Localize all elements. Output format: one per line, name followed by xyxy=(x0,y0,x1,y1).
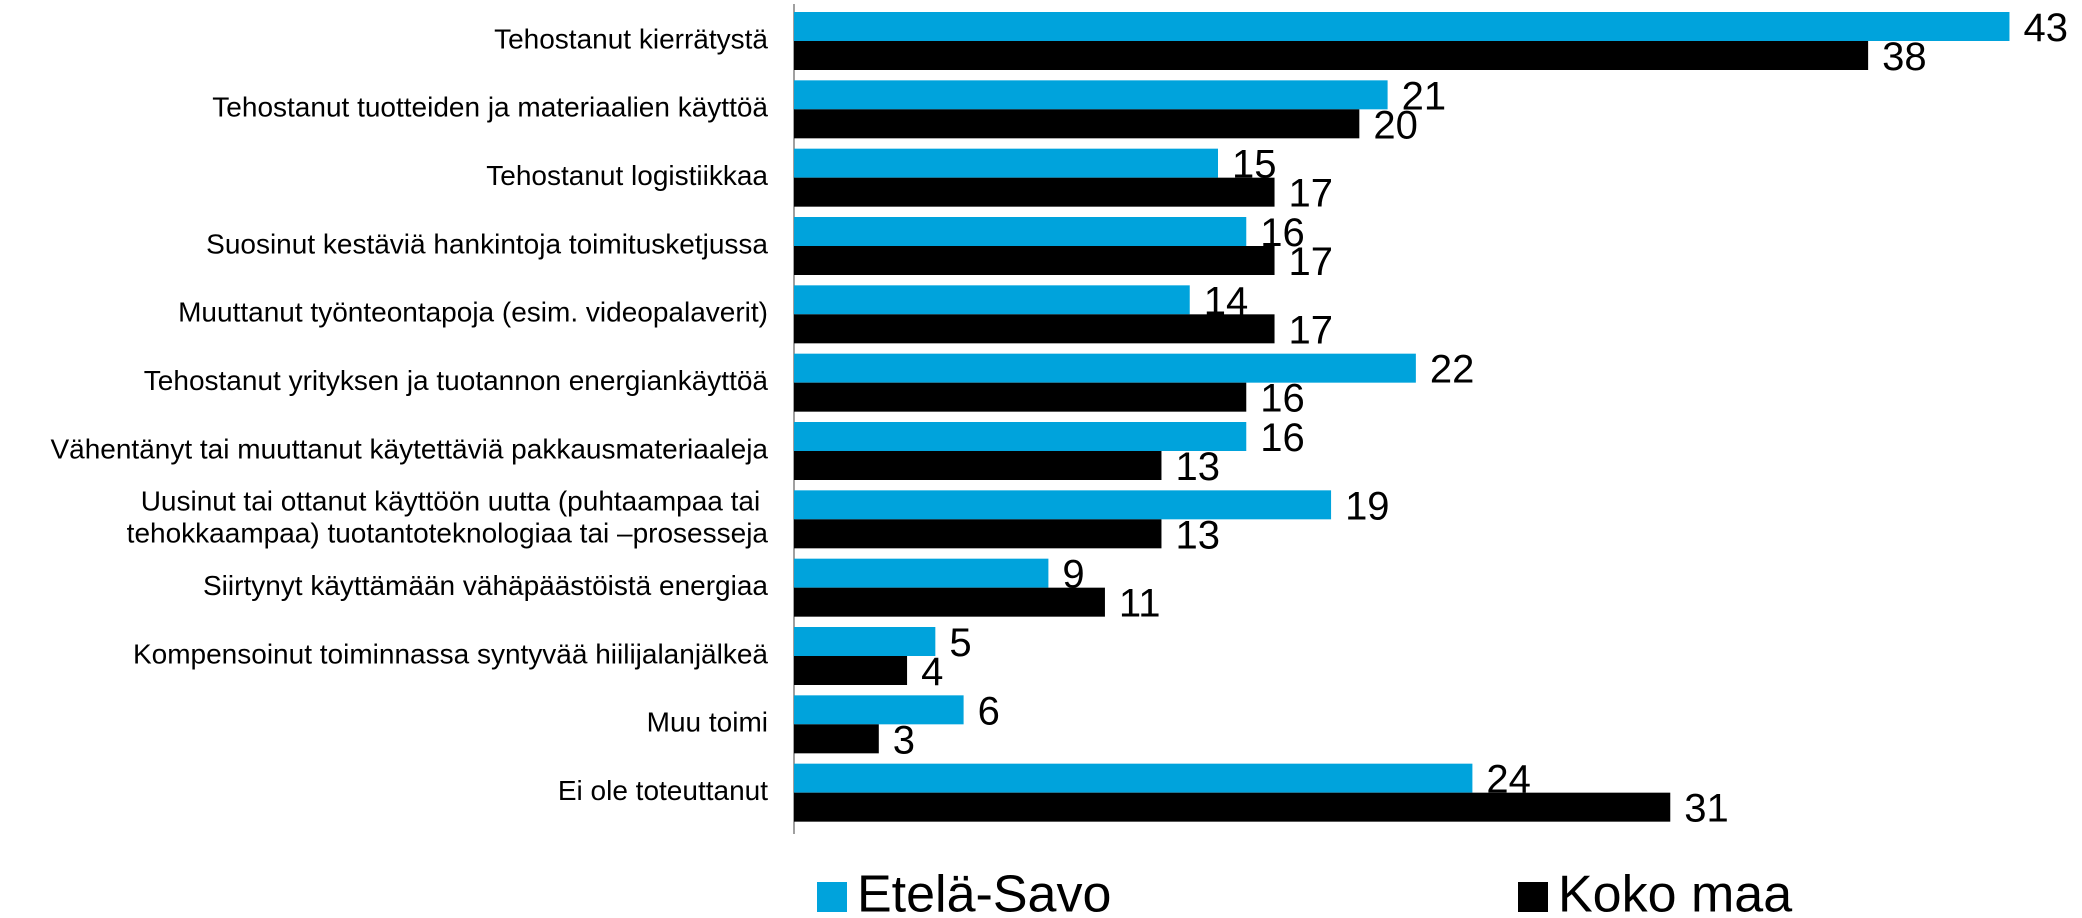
bar xyxy=(794,12,2010,41)
bar xyxy=(794,80,1388,110)
bar xyxy=(794,422,1247,451)
category-label: Tehostanut yrityksen ja tuotannon energi… xyxy=(144,365,769,396)
bar xyxy=(794,656,908,685)
bar xyxy=(794,763,1473,793)
value-label: 4 xyxy=(921,650,943,694)
bar xyxy=(794,246,1275,275)
category-label: Tehostanut tuotteiden ja materiaalien kä… xyxy=(212,92,768,123)
bar xyxy=(794,695,964,725)
bar xyxy=(794,519,1162,549)
category-label: Ei ole toteuttanut xyxy=(558,775,768,806)
bar xyxy=(794,792,1671,822)
value-label: 3 xyxy=(893,718,915,762)
value-label: 16 xyxy=(1260,377,1305,421)
value-label: 5 xyxy=(949,621,971,665)
legend-swatch xyxy=(1518,882,1548,912)
value-label: 6 xyxy=(978,689,1000,733)
category-label: Muu toimi xyxy=(647,707,768,738)
bar xyxy=(794,41,1869,70)
value-label: 11 xyxy=(1119,582,1161,626)
legend-swatch xyxy=(817,882,847,912)
category-label: Siirtynyt käyttämään vähäpäästöistä ener… xyxy=(203,570,768,601)
value-label: 13 xyxy=(1175,513,1220,557)
category-label: Suosinut kestäviä hankintoja toimitusket… xyxy=(206,228,768,259)
bar xyxy=(794,451,1162,480)
bar xyxy=(794,177,1275,207)
value-label: 20 xyxy=(1373,103,1418,147)
category-label: Tehostanut logistiikkaa xyxy=(486,160,768,191)
bar xyxy=(794,490,1332,520)
value-label: 38 xyxy=(1882,35,1927,79)
category-label: Kompensoinut toiminnassa syntyvää hiilij… xyxy=(133,638,768,669)
value-label: 21 xyxy=(1402,74,1447,118)
bar xyxy=(794,382,1247,412)
bar xyxy=(794,627,936,656)
value-label: 19 xyxy=(1345,484,1390,528)
value-label: 17 xyxy=(1289,172,1334,216)
bar xyxy=(794,724,879,754)
value-label: 43 xyxy=(2023,6,2068,50)
value-label: 22 xyxy=(1430,348,1475,392)
bar xyxy=(794,217,1247,246)
value-label: 31 xyxy=(1684,787,1729,831)
value-label: 17 xyxy=(1289,308,1334,352)
value-label: 13 xyxy=(1175,445,1220,489)
legend-label: Koko maa xyxy=(1558,866,1792,918)
category-label: Vähentänyt tai muuttanut käytettäviä pak… xyxy=(50,433,768,464)
bar xyxy=(794,148,1218,178)
bar xyxy=(794,353,1416,383)
bar xyxy=(794,285,1190,315)
category-label: Uusinut tai ottanut käyttöön uutta (puht… xyxy=(127,486,769,549)
category-label: Muuttanut työnteontapoja (esim. videopal… xyxy=(178,297,768,328)
bar xyxy=(794,314,1275,344)
bar xyxy=(794,558,1049,588)
bar xyxy=(794,109,1360,139)
bar xyxy=(794,587,1105,617)
value-label: 17 xyxy=(1289,240,1334,284)
value-label: 9 xyxy=(1062,553,1084,597)
value-label: 16 xyxy=(1260,416,1305,460)
legend-label: Etelä-Savo xyxy=(857,866,1111,918)
category-label: Tehostanut kierrätystä xyxy=(494,23,768,54)
